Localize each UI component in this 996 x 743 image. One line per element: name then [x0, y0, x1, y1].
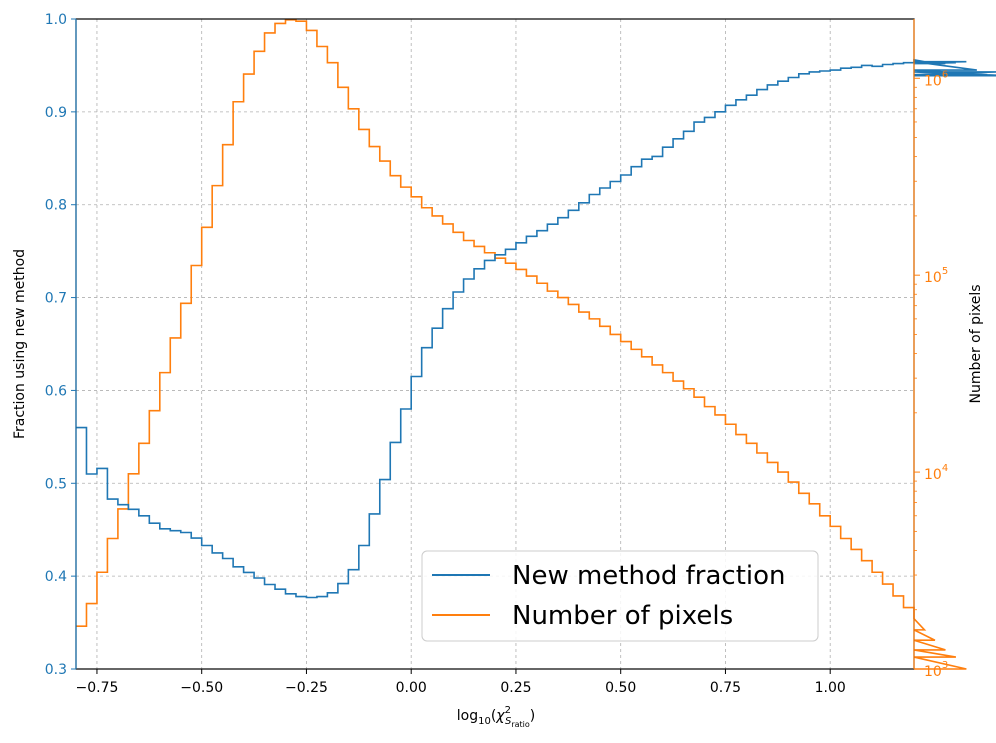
y-right-tick-label-3: 106 — [924, 69, 948, 89]
x-axis-label: log10(χ2 Sratio) — [457, 705, 536, 729]
legend: New method fraction Number of pixels — [421, 550, 819, 642]
y-left-tick-label-2: 0.5 — [45, 476, 67, 492]
y-left-axis-label: Fraction using new method — [12, 249, 28, 439]
x-tick-label-0: −0.75 — [75, 680, 118, 696]
x-tick-label-1: −0.50 — [180, 680, 223, 696]
x-tick-label-6: 0.75 — [710, 680, 741, 696]
legend-label-new-method-fraction: New method fraction — [512, 561, 786, 591]
series-line-new-method-fraction — [76, 58, 996, 599]
x-tick-label-2: −0.25 — [285, 680, 328, 696]
x-tick-label-3: 0.00 — [396, 680, 427, 696]
plot-series — [76, 19, 996, 670]
y-left-tick-label-0: 0.3 — [45, 662, 67, 678]
y-left-tick-label-7: 1.0 — [45, 12, 67, 28]
x-tick-label-7: 1.00 — [815, 680, 846, 696]
axis-ticks: −0.75 −0.50 −0.25 0.00 0.25 0.50 0.75 1.00 0.3 0.… — [45, 12, 948, 696]
y-right-axis-label: Number of pixels — [968, 284, 984, 403]
y-right-tick-label-1: 104 — [924, 463, 948, 483]
y-left-tick-label-3: 0.6 — [45, 383, 67, 399]
y-left-tick-label-5: 0.8 — [45, 198, 67, 214]
legend-label-number-of-pixels: Number of pixels — [512, 601, 733, 631]
series-line-number-of-pixels — [76, 19, 967, 670]
x-tick-label-5: 0.50 — [605, 680, 636, 696]
x-tick-label-4: 0.25 — [500, 680, 531, 696]
y-right-tick-label-0: 103 — [924, 660, 948, 680]
y-left-tick-label-1: 0.4 — [45, 569, 67, 585]
y-left-tick-label-4: 0.7 — [45, 291, 67, 307]
y-left-tick-label-6: 0.9 — [45, 105, 67, 121]
y-right-tick-label-2: 105 — [924, 266, 948, 286]
legend-box — [421, 550, 819, 642]
